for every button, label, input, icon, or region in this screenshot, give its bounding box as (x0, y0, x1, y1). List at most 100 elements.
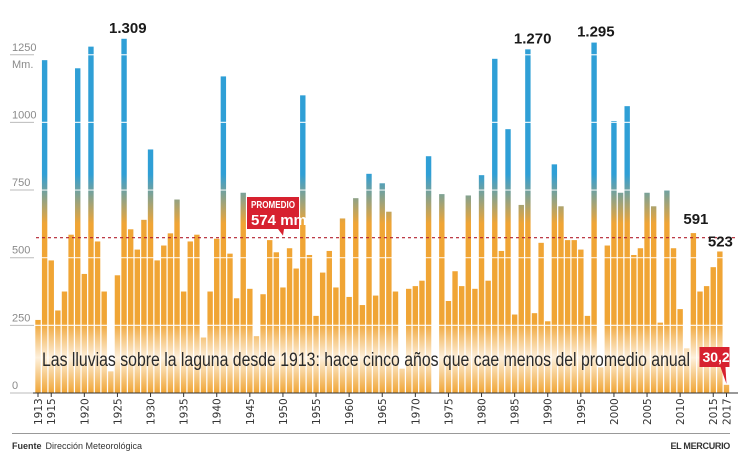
bar-1923 (101, 291, 107, 393)
bar-1964 (372, 295, 379, 393)
annotation-1987: 1.270 (514, 30, 552, 47)
bar-1999 (604, 245, 611, 393)
bar-2017 (723, 384, 730, 393)
bar-1952 (293, 268, 299, 393)
bar-2011 (684, 348, 690, 393)
bar-1955 (313, 315, 319, 393)
bar-2016 (717, 251, 723, 393)
bar-1915 (48, 260, 54, 393)
bar-1945 (247, 288, 253, 393)
x-tick-label-1920: 1920 (79, 398, 91, 425)
bar-1989 (538, 242, 544, 393)
bar-1974 (439, 194, 445, 393)
bar-1928 (134, 249, 140, 393)
bar-1958 (333, 287, 339, 393)
bar-1924 (108, 371, 114, 393)
x-tick-label-2005: 2005 (642, 398, 654, 425)
footer-divider (12, 433, 730, 434)
x-tick-label-1925: 1925 (112, 398, 124, 425)
bar-1994 (571, 240, 577, 393)
bar-1946 (253, 336, 260, 393)
x-tick-label-1935: 1935 (179, 398, 191, 425)
annotation-2012: 591 (683, 211, 708, 228)
bar-1965 (379, 183, 385, 393)
bar-1991 (551, 164, 558, 393)
x-tick-label-1995: 1995 (576, 398, 588, 425)
bar-1943 (233, 298, 240, 393)
bar-1935 (180, 291, 187, 393)
x-tick-label-2017: 2017 (721, 398, 733, 425)
bar-1933 (167, 233, 174, 393)
x-tick-label-1970: 1970 (410, 398, 422, 425)
bar-2000 (611, 121, 617, 394)
y-tick-label-500: 500 (12, 245, 30, 257)
bar-1979 (472, 288, 478, 393)
y-tick-label-250: 250 (12, 312, 30, 324)
bar-1929 (141, 219, 147, 393)
x-tick-label-1985: 1985 (510, 398, 522, 425)
bar-2013 (697, 291, 703, 393)
annotation-box (699, 347, 730, 367)
bar-1993 (564, 240, 571, 393)
bar-2009 (670, 248, 677, 393)
bar-1983 (498, 250, 505, 393)
bar-1926 (121, 38, 127, 393)
bar-1969 (406, 288, 412, 393)
x-tick-label-2010: 2010 (675, 398, 687, 425)
x-tick-label-1940: 1940 (212, 398, 224, 425)
bar-2002 (624, 106, 630, 393)
bar-2008 (664, 190, 670, 393)
x-tick-label-1965: 1965 (377, 398, 389, 425)
bar-1920 (81, 273, 88, 393)
bar-1996 (584, 315, 591, 393)
x-tick-label-1930: 1930 (146, 398, 158, 425)
y-axis-unit-label: Mm. (12, 59, 33, 71)
bar-1941 (220, 76, 227, 394)
bar-1985 (511, 314, 518, 393)
bar-1998 (598, 367, 604, 393)
average-badge-box (247, 197, 299, 229)
x-tick-label-1960: 1960 (344, 398, 356, 425)
bar-1990 (545, 321, 551, 393)
bar-1992 (558, 206, 564, 393)
bar-1966 (386, 211, 392, 393)
x-tick-label-1915: 1915 (46, 398, 58, 425)
bar-1959 (339, 218, 346, 393)
bar-1914 (41, 60, 48, 393)
bar-1938 (200, 337, 207, 393)
bar-1917 (61, 291, 68, 393)
bar-1932 (161, 245, 167, 393)
bar-1995 (578, 249, 584, 393)
x-tick-label-2015: 2015 (708, 398, 720, 425)
bar-2006 (650, 206, 657, 393)
bar-1936 (187, 241, 193, 393)
annotation-2016: 523 (708, 233, 733, 250)
bar-2010 (677, 309, 683, 393)
bar-1947 (260, 294, 266, 393)
bar-1997 (591, 42, 597, 393)
bar-1954 (306, 254, 313, 393)
annotation-pointer (720, 367, 727, 384)
annotation-1926: 1.309 (109, 20, 147, 37)
bar-1972 (425, 156, 432, 393)
chart-subtitle: Las lluvias sobre la laguna desde 1913: … (42, 350, 690, 371)
x-tick-label-1975: 1975 (443, 398, 455, 425)
bar-1987 (525, 49, 531, 394)
bar-1962 (359, 305, 366, 394)
bar-1981 (485, 280, 491, 393)
y-tick-label-750: 750 (12, 177, 30, 189)
bar-1925 (114, 275, 121, 393)
bar-1944 (240, 192, 246, 393)
bar-1937 (194, 234, 200, 393)
bar-1934 (174, 199, 180, 393)
bar-1960 (346, 296, 352, 393)
x-tick-label-1945: 1945 (245, 398, 257, 425)
annotation-label: 30,2 (702, 349, 729, 365)
bar-1970 (412, 286, 419, 393)
bar-1986 (518, 204, 524, 393)
bars-group (35, 38, 730, 394)
bar-1976 (452, 271, 458, 393)
bar-1913 (35, 319, 41, 393)
